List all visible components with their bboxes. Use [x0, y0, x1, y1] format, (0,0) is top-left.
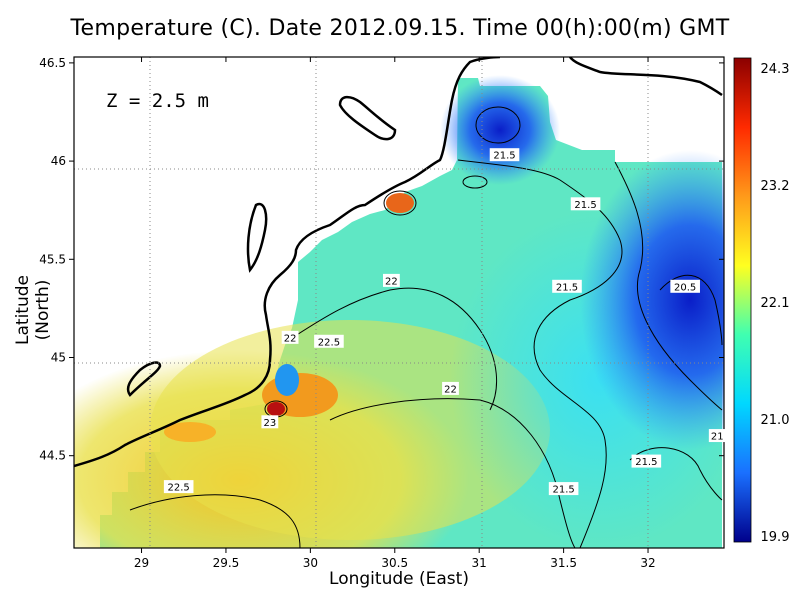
contour-label-bg [261, 415, 279, 429]
contour-label-bg [163, 480, 194, 494]
coastline [246, 202, 268, 273]
contour-label: 21.5 [556, 282, 578, 293]
contour-label: 21.5 [493, 151, 515, 162]
contour-label: 20.5 [674, 282, 696, 293]
contour-label-bg [383, 273, 400, 287]
x-tick-label: 29 [134, 556, 149, 570]
contour-label: 22.5 [318, 337, 340, 348]
x-tick-label: 31.5 [550, 556, 577, 570]
contour-label-bg [631, 454, 662, 468]
colorbar-label: 24.3 [761, 62, 790, 77]
x-tick-label: 32 [640, 556, 655, 570]
warm-zone [150, 320, 550, 540]
contour-label-bg [570, 197, 601, 211]
hot-spot [164, 422, 216, 442]
contour-label-bg [281, 330, 299, 344]
contour-line [659, 274, 723, 346]
y-tick-label: 46 [51, 154, 66, 168]
colorbar [733, 57, 752, 543]
plot-frame [73, 56, 725, 549]
contour-label-bg [670, 279, 700, 293]
contour-label: 21.5 [574, 200, 596, 211]
contour-label-bg [442, 381, 459, 395]
contour-label: 22.5 [168, 483, 190, 494]
contour-labels: 21.5 21.5 21.5 20.5 22 22 22.5 22 23 22.5 21.5 21.5… [163, 148, 726, 496]
contour-line [614, 161, 723, 411]
x-tick-label: 30.5 [381, 556, 408, 570]
x-tick-label: 31 [472, 556, 487, 570]
cool-spot [275, 364, 299, 396]
coastline [338, 95, 397, 141]
contour-label-bg [489, 148, 520, 162]
x-tick-label: 30 [303, 556, 318, 570]
x-axis-label: Longitude (East) [329, 569, 469, 589]
contour-label: 21.5 [552, 485, 574, 496]
y-tick-label: 45.5 [39, 252, 66, 266]
contour-line [629, 447, 723, 501]
contour-line [383, 190, 417, 216]
contour-line [475, 106, 521, 144]
contour-label: 21.5 [635, 457, 657, 468]
contour-label-bg [552, 279, 582, 293]
contour-line [457, 159, 623, 548]
hot-spot [267, 402, 285, 416]
colorbar-labels: 24.3 23.2 22.1 21.0 19.9 [761, 62, 790, 545]
chart-title: Temperature (C). Date 2012.09.15. Time 0… [70, 16, 730, 41]
depth-annotation: Z = 2.5 m [106, 90, 209, 112]
cold-zone [440, 75, 560, 185]
contour-label-bg [314, 334, 344, 348]
colorbar-label: 23.2 [761, 179, 790, 194]
y-ticks: 44.5 45 45.5 46 46.5 [39, 56, 724, 463]
x-tick-label: 29.5 [213, 556, 240, 570]
temperature-field [74, 57, 724, 548]
contour-label: 22 [385, 276, 398, 287]
contour-label: 21 [711, 432, 724, 443]
contour-line [329, 398, 576, 548]
contour-label: 22 [284, 333, 297, 344]
cold-zone [580, 150, 724, 450]
colorbar-label: 19.9 [761, 530, 790, 545]
contour-label-bg [708, 429, 726, 443]
contour-line [291, 287, 498, 411]
y-tick-label: 45 [51, 350, 66, 364]
coastline [568, 57, 723, 97]
y-tick-label: 44.5 [39, 449, 66, 463]
grid [74, 57, 724, 548]
coastline [74, 57, 501, 468]
contour-line [129, 494, 301, 548]
contour-label: 22 [444, 384, 457, 395]
hot-spot [386, 193, 414, 213]
x-ticks: 29 29.5 30 30.5 31 31.5 32 [134, 57, 656, 570]
colorbar-label: 21.0 [761, 413, 790, 428]
contour-label-bg [548, 482, 579, 496]
y-tick-label: 46.5 [39, 56, 66, 70]
contour-label: 23 [263, 418, 276, 429]
contour-line [462, 175, 488, 189]
colorbar-label: 22.1 [761, 296, 790, 311]
